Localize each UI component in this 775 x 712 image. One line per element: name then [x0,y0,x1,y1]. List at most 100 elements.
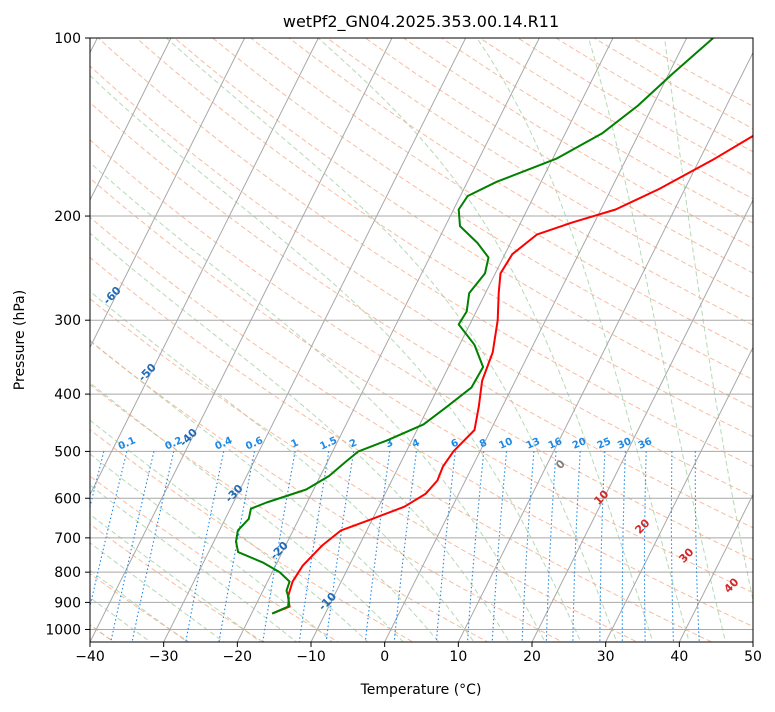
dry-adiabat-line [90,139,753,561]
isotherm-line [531,198,753,642]
dry-adiabat-line [288,38,753,326]
dry-adiabat-line [90,65,753,498]
mixing-ratio-line [599,451,606,642]
isotherm-line [90,38,246,349]
mixing-ratio-label: 13 [525,436,542,452]
mixing-ratio-label: 8 [478,437,489,450]
moist-adiabat-line [90,569,189,642]
dry-adiabat-line [90,340,564,642]
dry-adiabat-line [250,38,753,353]
x-axis-label: Temperature (°C) [360,682,482,698]
y-axis-label: Pressure (hPa) [12,290,28,390]
mixing-ratio-label: 16 [547,436,564,452]
y-tick-label: 1000 [45,622,81,638]
temperature-profile-line [271,134,753,615]
dry-adiabat-line [90,429,414,642]
mixing-ratio-line [572,451,581,642]
dry-adiabat-line [478,38,753,200]
dry-adiabat-line [90,298,639,642]
moist-adiabat-line [90,232,511,642]
x-tick-label: −20 [223,649,253,665]
x-tick-label: −30 [149,649,179,665]
mixing-ratio-label: 2 [348,437,359,450]
isotherm-line [605,346,753,642]
mixing-ratio-line [694,451,700,642]
isotherm-line [678,493,753,642]
axes: −40 −30 −20 −10 0 10 20 30 40 50 100 200 300 400 500 60… [45,31,762,665]
moist-adiabat-line [664,38,753,603]
moist-adiabat-line [90,513,262,642]
moist-adiabat-line [587,38,727,642]
mixing-ratio-label: 36 [637,436,654,452]
dry-adiabat-line [173,38,753,409]
dry-adiabat-line [97,38,753,467]
mixing-ratio-label: 20 [571,436,588,452]
x-tick-label: 0 [380,649,389,665]
x-tick-label: 20 [523,649,541,665]
isotherm-line [90,38,172,202]
mixing-ratio-label: 25 [596,436,613,452]
dry-adiabat-line [631,38,753,107]
dry-adiabat-line [402,38,753,249]
x-tick-label: −40 [75,649,105,665]
dry-adiabat-line [90,177,753,594]
mixing-ratio-line [621,451,626,642]
mixing-ratio-line [90,451,105,509]
dry-adiabat-line [90,101,753,529]
y-tick-label: 500 [54,444,81,460]
isotherm-line [310,38,614,642]
isotherm-line [384,38,688,642]
dry-adiabat-line [555,38,753,153]
dry-adiabat-line [135,38,753,438]
y-tick-label: 800 [54,565,81,581]
mixing-ratio-line [521,451,535,642]
x-tick-label: −10 [296,649,326,665]
dry-adiabat-line [326,38,753,300]
mixing-ratio-line [491,451,508,642]
x-tick-label: 50 [744,649,762,665]
x-tick-label: 40 [670,649,688,665]
y-tick-label: 600 [54,491,81,507]
mixing-ratio-line [262,451,296,642]
mixing-ratio-line [435,451,456,642]
isotherm-line [236,38,540,642]
moist-adiabat-line [90,74,582,642]
mixing-ratio-label: 30 [616,436,633,452]
moist-adiabat-line [90,161,546,642]
mixing-ratio-line [545,451,557,642]
chart-title: wetPf2_GN04.2025.353.00.14.R11 [283,12,559,32]
y-tick-label: 200 [54,209,81,225]
isotherm-line [457,51,753,642]
mixing-ratio-line [110,451,155,642]
moist-adiabat-line [317,38,654,642]
mixing-ratio-line [298,451,330,642]
mixing-ratio-line [466,451,485,642]
x-tick-label: 10 [449,649,467,665]
mixing-ratio-label: 6 [449,437,460,450]
mixing-ratio-label: 10 [497,436,514,452]
isotherm-line [90,38,319,496]
isotherm-line [163,38,467,642]
dry-adiabat-line [90,256,713,642]
dry-adiabat-line [90,384,489,642]
mixing-ratio-line [670,451,675,642]
y-tick-label: 100 [54,31,81,47]
moist-adiabat-line [165,38,618,642]
mixing-ratio-label: 3 [384,437,395,450]
moist-adiabat-line [90,419,369,642]
isotherm-line [90,38,393,642]
plot-frame [89,37,754,643]
y-tick-label: 900 [54,595,81,611]
dry-adiabat-line [211,38,753,381]
mixing-ratio-line [643,451,647,642]
moist-adiabat-line [476,38,690,642]
y-tick-label: 300 [54,313,81,329]
y-tick-label: 700 [54,531,81,547]
dewpoint-profile-line [235,38,714,615]
moist-adiabat-line [90,382,404,642]
dry-adiabat-line [90,523,265,642]
x-tick-label: 30 [597,649,615,665]
